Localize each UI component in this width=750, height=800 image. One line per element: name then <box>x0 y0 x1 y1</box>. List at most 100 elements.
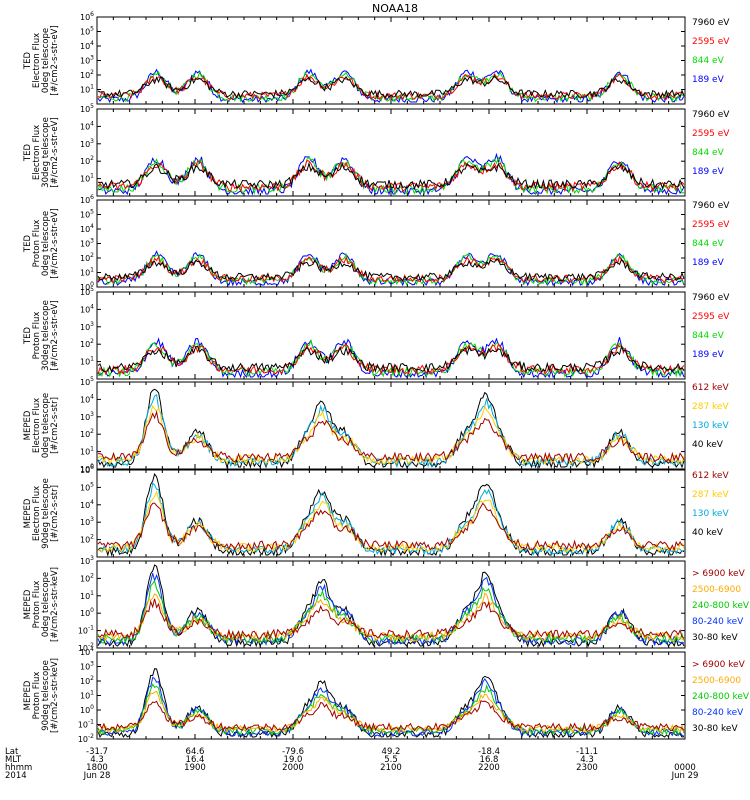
y-tick-label: 102 <box>80 572 94 583</box>
legend-entry: 612 keV <box>692 471 729 481</box>
panel-7: 10-2 10-1 100 101 102 103 MEPED Proton Flux 0deg… <box>23 555 750 653</box>
legend-entry: 7960 eV <box>692 201 730 211</box>
series-line <box>97 339 685 378</box>
legend-entry: 2500-6900 <box>692 585 741 595</box>
series-line <box>97 253 685 286</box>
y-tick-label: 106 <box>80 194 94 205</box>
series-line <box>97 345 685 374</box>
series-line <box>97 156 685 196</box>
y-tick-label: 103 <box>80 555 94 566</box>
series-line <box>97 598 685 641</box>
y-tick-label: 102 <box>80 155 94 166</box>
legend-entry: 2595 eV <box>692 129 730 139</box>
y-tick-label: 104 <box>80 646 94 657</box>
x-row-label: hhmm <box>5 763 32 773</box>
x-tick-label: 2300 <box>576 763 598 773</box>
x-tick-label: 0000 <box>674 763 696 773</box>
y-axis-label: 0deg telescope <box>41 572 51 637</box>
x-tick-label: 2200 <box>478 763 500 773</box>
y-tick-label: 106 <box>80 11 94 22</box>
y-tick-label: 102 <box>80 338 94 349</box>
x-tick-label: 4.3 <box>90 755 104 765</box>
legend-entry: 80-240 keV <box>692 617 744 627</box>
y-tick-label: 103 <box>80 55 94 66</box>
y-axis-label: MEPED <box>23 589 33 619</box>
series-line <box>97 490 685 554</box>
y-tick-label: 100 <box>80 463 94 474</box>
x-tick-label: Jun 29 <box>671 771 699 781</box>
legend-entry: 7960 eV <box>692 293 730 303</box>
legend-entry: 240-800 keV <box>692 601 750 611</box>
y-axis-label: [#/cm2-s-str-eV] <box>50 25 60 95</box>
y-tick-label: 101 <box>80 356 94 367</box>
y-tick-label: 105 <box>80 26 94 37</box>
panel-frame <box>96 199 686 288</box>
y-tick-label: 102 <box>80 252 94 263</box>
y-tick-label: 104 <box>80 499 94 510</box>
series-line <box>97 161 685 191</box>
x-tick-label: 1800 <box>86 763 108 773</box>
series-line <box>97 393 685 468</box>
panel-frame <box>96 16 686 105</box>
y-axis-label: [#/cm2-s-str-eV] <box>50 208 60 278</box>
legend-entry: 189 eV <box>692 258 725 268</box>
panel-frame <box>96 291 686 380</box>
y-tick-label: 104 <box>80 393 94 404</box>
y-axis-label: [#/cm2-s-str-keV] <box>50 658 60 733</box>
y-tick-label: 10-1 <box>78 625 94 636</box>
y-axis-label: Proton Flux <box>32 672 42 720</box>
y-tick-label: 101 <box>80 690 94 701</box>
y-axis-label: Electron Flux <box>32 486 42 541</box>
x-row-label: MLT <box>5 755 22 765</box>
y-axis-label: [#/cm2-s-str] <box>50 485 60 542</box>
panel-8: 10-2 10-1 100 101 102 103 104 MEPED Proton Flux 9… <box>23 646 750 744</box>
y-tick-label: 104 <box>80 223 94 234</box>
x-tick-label: -18.4 <box>478 747 500 757</box>
x-tick-label: 2000 <box>282 763 304 773</box>
series-line <box>97 700 685 732</box>
y-tick-label: 105 <box>80 286 94 297</box>
panel-4: 101 102 103 104 105 TED Proton Flux 30deg teles… <box>23 286 730 380</box>
x-tick-label: -79.6 <box>282 747 304 757</box>
y-axis-label: [#/cm2-s-str-eV] <box>50 300 60 370</box>
x-tick-label: 64.6 <box>186 747 205 757</box>
x-tick-label: 16.4 <box>186 755 205 765</box>
y-tick-label: 105 <box>80 376 94 387</box>
y-tick-label: 104 <box>80 303 94 314</box>
y-axis-label: 30deg telescope <box>41 300 51 371</box>
legend-entry: 287 keV <box>692 402 729 412</box>
series-line <box>97 676 685 738</box>
legend-entry: > 6900 keV <box>692 660 746 670</box>
y-axis-label: Electron Flux <box>32 33 42 88</box>
y-tick-label: 104 <box>80 40 94 51</box>
y-tick-label: 103 <box>80 321 94 332</box>
y-tick-label: 10-2 <box>78 733 94 744</box>
y-tick-label: 101 <box>80 84 94 95</box>
y-tick-label: 10-2 <box>78 642 94 653</box>
legend-entry: 2500-6900 <box>692 676 741 686</box>
x-row-label: 2014 <box>5 771 27 781</box>
y-axis-label: MEPED <box>23 410 33 440</box>
x-tick-label: 2100 <box>380 763 402 773</box>
y-tick-label: 100 <box>80 607 94 618</box>
series-line <box>97 502 685 552</box>
legend-entry: 7960 eV <box>692 18 730 28</box>
y-axis-label: MEPED <box>23 680 33 710</box>
y-tick-label: 10-1 <box>78 719 94 730</box>
panel-2: 101 102 103 104 105 TED Electron Flux 30deg tel… <box>23 103 730 197</box>
y-tick-label: 102 <box>80 428 94 439</box>
x-tick-label: 5.5 <box>384 755 398 765</box>
y-tick-label: 101 <box>80 267 94 278</box>
y-axis-label: TED <box>23 326 33 345</box>
y-tick-label: 102 <box>80 534 94 545</box>
y-axis-label: 90deg telescope <box>41 478 51 549</box>
y-axis-label: Electron Flux <box>32 125 42 180</box>
legend-entry: 30-80 keV <box>692 633 738 643</box>
y-axis-label: 90deg telescope <box>41 660 51 731</box>
legend-entry: > 6900 keV <box>692 569 746 579</box>
x-tick-label: Jun 28 <box>83 771 111 781</box>
panel-3: 100 101 102 103 104 105 106 TED Proton Flux 0deg … <box>23 194 730 292</box>
y-tick-label: 103 <box>80 138 94 149</box>
